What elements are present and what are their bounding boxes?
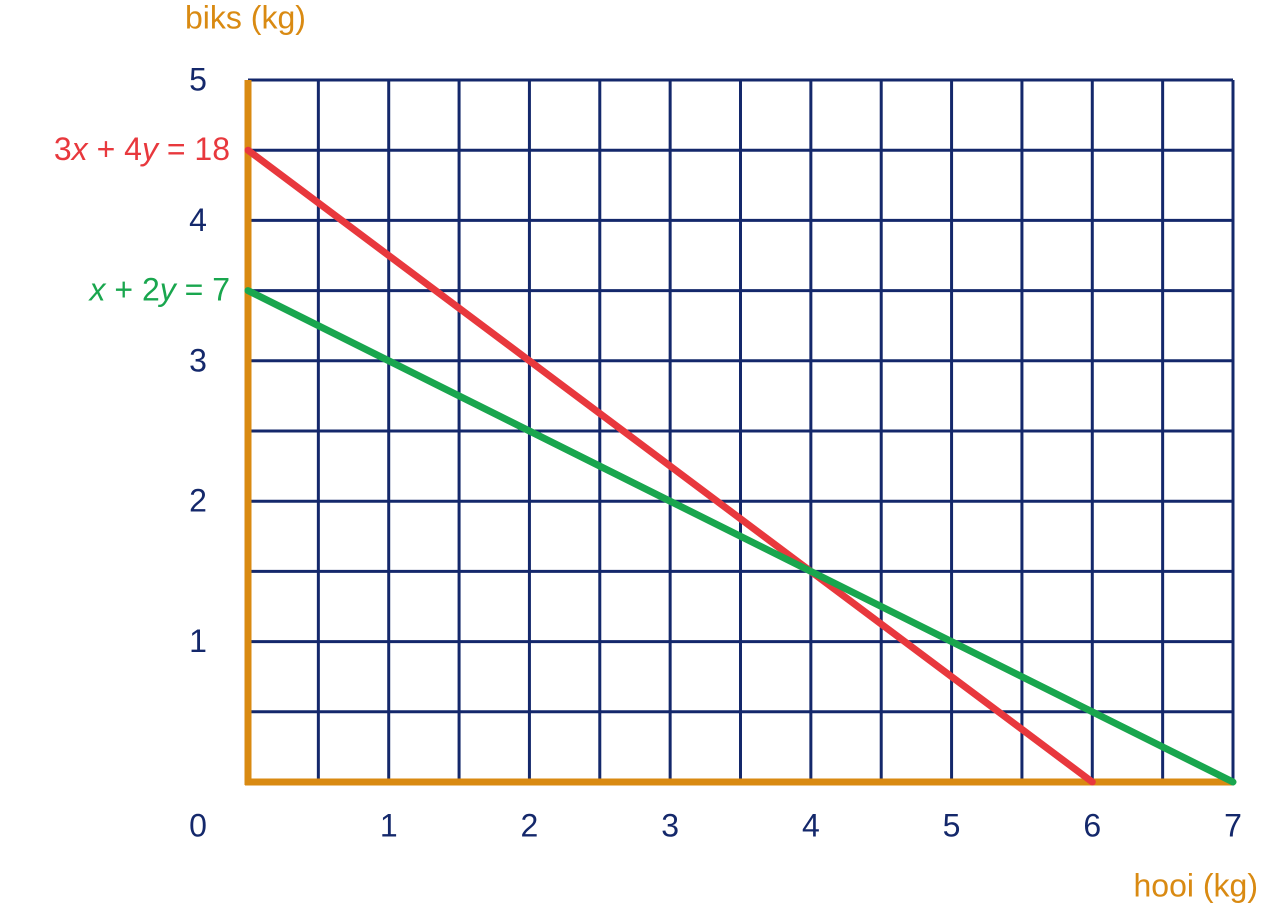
y-axis-title: biks (kg) <box>185 0 306 35</box>
x-axis-title: hooi (kg) <box>1134 867 1259 903</box>
y-tick-label: 5 <box>189 61 207 97</box>
y-tick-label: 2 <box>189 483 207 519</box>
x-tick-label: 3 <box>661 807 679 843</box>
x-tick-label: 0 <box>189 807 207 843</box>
y-tick-label: 4 <box>189 202 207 238</box>
x-tick-label: 2 <box>521 807 539 843</box>
y-tick-label: 3 <box>189 342 207 378</box>
x-tick-label: 4 <box>802 807 820 843</box>
y-tick-label: 1 <box>189 623 207 659</box>
x-tick-label: 6 <box>1083 807 1101 843</box>
series-line <box>244 287 1237 786</box>
series-label: x + 2y = 7 <box>87 272 230 308</box>
series-label: 3x + 4y = 18 <box>54 132 230 168</box>
x-tick-label: 7 <box>1224 807 1242 843</box>
x-tick-label: 1 <box>380 807 398 843</box>
x-tick-label: 5 <box>943 807 961 843</box>
series-line <box>244 146 1096 786</box>
